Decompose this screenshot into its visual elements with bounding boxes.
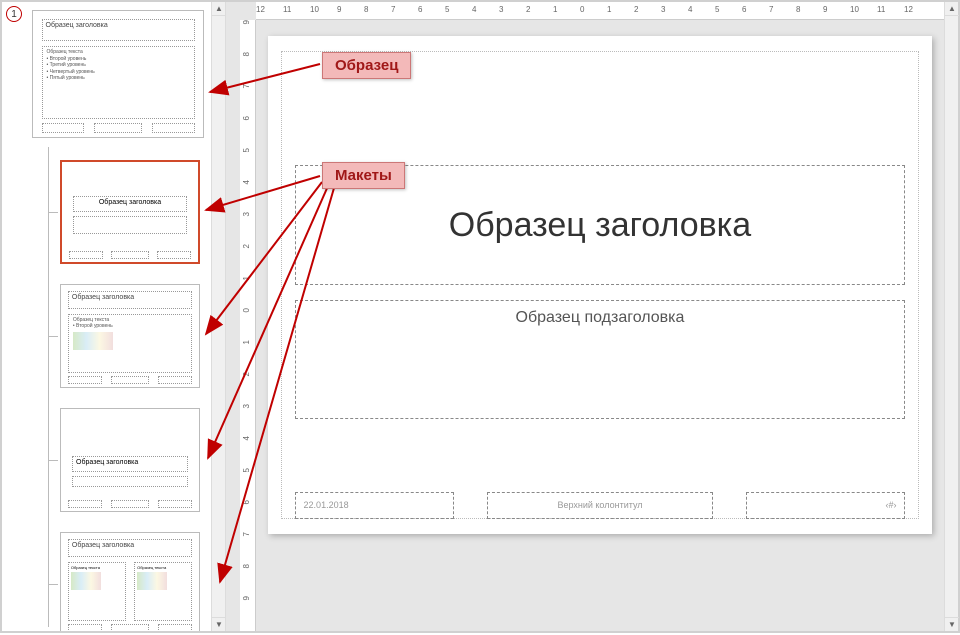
mini-footer [157, 251, 191, 259]
tree-line [48, 147, 49, 627]
mini-footer [158, 624, 193, 631]
mini-footer [158, 500, 193, 508]
slide-margin-guide [281, 51, 918, 519]
thumbnail-scrollbar[interactable]: ▲ ▼ [211, 2, 225, 631]
mini-title: Образец заголовка [68, 291, 192, 309]
mini-footer [111, 500, 150, 508]
mini-body: Образец текста • Второй уровень [68, 314, 192, 373]
callout-master: Образец [322, 52, 411, 79]
mini-footer [152, 123, 195, 133]
layout-thumbnail-2[interactable]: Образец заголовка Образец текста • Второ… [60, 284, 200, 388]
mini-footer [94, 123, 142, 133]
mini-footer [69, 251, 103, 259]
mini-sub [73, 216, 187, 234]
mini-footer [158, 376, 193, 384]
slide-editor: 1211109876543210123456789101112 98765432… [226, 2, 958, 631]
mini-body-line: • Второй уровень [73, 323, 187, 330]
editor-scrollbar[interactable]: ▲ ▼ [944, 2, 958, 631]
mini-graphic [137, 572, 167, 590]
mini-col: Образец текста [134, 562, 192, 621]
master-slide-number: 1 [6, 6, 22, 22]
tree-connector [48, 336, 58, 337]
mini-footer [68, 376, 103, 384]
scroll-down-icon[interactable]: ▼ [212, 617, 226, 631]
mini-title: Образец заголовка [73, 196, 187, 212]
vertical-ruler[interactable]: 9876543210123456789 [240, 20, 256, 631]
tree-connector [48, 212, 58, 213]
mini-footer [111, 376, 150, 384]
mini-footer [111, 624, 150, 631]
callout-layouts: Макеты [322, 162, 405, 189]
scroll-up-icon[interactable]: ▲ [945, 2, 959, 16]
scroll-down-icon[interactable]: ▼ [945, 617, 959, 631]
mini-body: Образец текста • Второй уровень • Третий… [42, 46, 195, 119]
mini-footer [68, 624, 103, 631]
mini-body-line: • Пятый уровень [47, 75, 190, 82]
mini-footer [68, 500, 103, 508]
mini-body-line: Образец текста [137, 565, 189, 570]
thumbnail-panel: 1 Образец заголовка Образец текста • Вто… [2, 2, 226, 631]
layout-thumbnail-3[interactable]: Образец заголовка [60, 408, 200, 512]
mini-sub [72, 476, 188, 486]
mini-footer [111, 251, 149, 259]
layout-thumbnail-4[interactable]: Образец заголовка Образец текста Образец… [60, 532, 200, 631]
tree-connector [48, 584, 58, 585]
mini-footer [42, 123, 85, 133]
mini-graphic [73, 332, 113, 350]
mini-title: Образец заголовка [68, 539, 192, 557]
footer-date-placeholder[interactable]: 22.01.2018 [295, 492, 454, 519]
mini-col: Образец текста [68, 562, 126, 621]
mini-body-line: Образец текста [71, 565, 123, 570]
slide-canvas[interactable]: Образец заголовка Образец подзаголовка 2… [268, 36, 932, 534]
footer-center-placeholder[interactable]: Верхний колонтитул [487, 492, 713, 519]
scroll-up-icon[interactable]: ▲ [212, 2, 226, 16]
mini-title: Образец заголовка [72, 456, 188, 472]
subtitle-placeholder[interactable]: Образец подзаголовка [295, 300, 906, 420]
horizontal-ruler[interactable]: 1211109876543210123456789101112 [256, 2, 944, 20]
master-thumbnail[interactable]: Образец заголовка Образец текста • Второ… [32, 10, 204, 138]
tree-connector [48, 460, 58, 461]
mini-graphic [71, 572, 101, 590]
mini-title: Образец заголовка [42, 19, 195, 42]
layout-thumbnail-1[interactable]: Образец заголовка [60, 160, 200, 264]
footer-page-placeholder[interactable]: ‹#› [746, 492, 905, 519]
